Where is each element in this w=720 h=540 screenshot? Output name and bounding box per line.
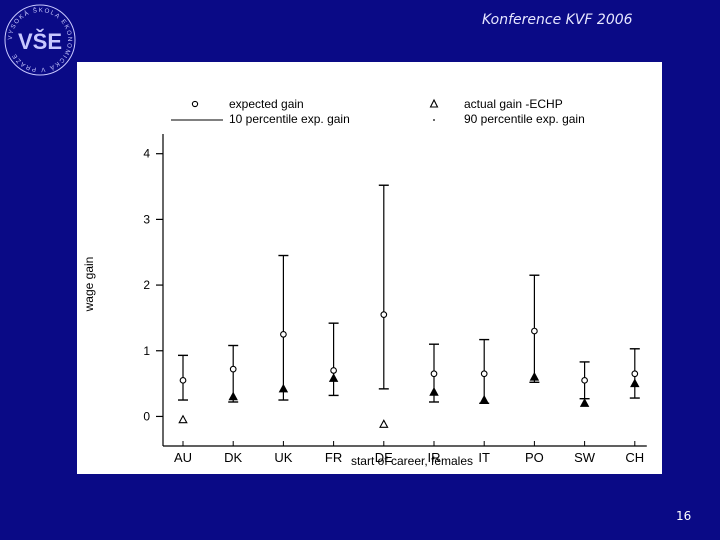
slide-title: Konference KVF 2006 [482,12,633,28]
y-tick-label-3: 3 [143,212,150,226]
actual-gain-point-SW [579,398,590,407]
legend-actual-label: actual gain -ECHP [464,97,563,111]
legend-expected-marker [191,100,199,108]
page-number: 16 [676,509,692,523]
actual-gain-point-DK [228,391,238,401]
actual-gain-point-AU [178,414,188,424]
y-tick-label-4: 4 [143,147,150,161]
y-tick-label-1: 1 [143,344,150,358]
expected-gain-point-FR [330,367,337,374]
x-tick-label-8: SW [574,450,596,465]
actual-gain-point-PO [529,371,540,381]
expected-gain-point-IR [430,370,438,378]
expected-gain-point-DE [380,311,388,318]
legend-p90-label: 90 percentile exp. gain [464,112,585,126]
y-axis-title: wage gain [82,257,96,313]
vse-logo: VYSOKÁ ŠKOLA EKONOMICKÁ V PRAZE VŠE [4,4,76,76]
logo-ring [4,4,76,76]
x-tick-label-4: DE [375,450,393,465]
x-tick-label-2: UK [274,450,292,465]
expected-gain-point-UK [280,330,287,338]
expected-gain-point-DK [229,365,237,373]
x-axis-title: start of career, females [351,454,473,468]
actual-gain-point-DE [379,419,389,428]
legend-actual-marker [429,98,439,108]
x-tick-label-7: PO [525,450,544,465]
expected-gain-point-SW [581,376,588,384]
actual-gain-point-IR [429,386,439,396]
x-tick-label-9: CH [625,450,644,465]
actual-gain-point-UK [278,383,289,393]
x-tick-label-6: IT [478,450,490,465]
x-tick-label-1: DK [224,450,242,465]
x-tick-label-3: FR [325,450,342,465]
legend-p10-label: 10 percentile exp. gain [229,112,350,126]
logo-letters: VŠE [18,29,62,54]
expected-gain-point-PO [531,327,538,335]
expected-gain-point-AU [179,376,187,384]
actual-gain-point-FR [328,373,339,382]
y-tick-label-2: 2 [143,278,150,292]
legend-p90-marker [433,119,435,121]
x-tick-label-5: IR [428,450,441,465]
legend-expected-label: expected gain [229,97,304,111]
chart-axes: 0 1 2 3 4 wage gain AU DK UK FR DE IR IT PO SW CH start … [82,134,647,468]
expected-gain-point-IT [480,370,488,378]
y-tick-label-0: 0 [143,409,150,423]
expected-gain-point-CH [631,370,639,378]
actual-gain-point-IT [479,394,489,404]
actual-gain-point-CH [630,378,640,388]
chart-marks [178,184,640,428]
x-tick-label-0: AU [174,450,192,465]
chart-panel: expected gain 10 percentile exp. gain actu… [77,62,662,474]
